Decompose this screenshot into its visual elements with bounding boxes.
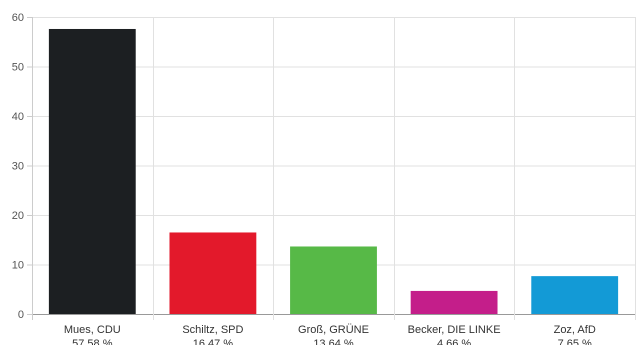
x-category-label: Zoz, AfD	[554, 324, 596, 336]
y-tick-label: 10	[12, 260, 24, 272]
bar	[290, 246, 377, 314]
y-tick-label: 50	[12, 62, 24, 74]
x-value-label: 57,58 %	[72, 338, 113, 345]
y-tick-label: 30	[12, 161, 24, 173]
x-category-label: Becker, DIE LINKE	[408, 324, 501, 336]
bar	[531, 276, 619, 314]
y-tick-label: 60	[12, 12, 24, 24]
x-category-label: Schiltz, SPD	[182, 324, 243, 336]
bar	[48, 28, 136, 314]
labels: 0 10 20 30 40 50 60 Mues, CDU 57,58 % Schiltz, SP…	[12, 12, 596, 345]
bars	[48, 28, 619, 314]
x-value-label: 7,65 %	[558, 338, 592, 345]
x-category-label: Mues, CDU	[64, 324, 121, 336]
y-tick-label: 40	[12, 111, 24, 123]
x-value-label: 16,47 %	[193, 338, 234, 345]
axes	[27, 17, 32, 315]
x-value-label: 13,64 %	[313, 338, 354, 345]
bar	[169, 232, 257, 314]
y-tick-label: 20	[12, 210, 24, 222]
x-category-label: Groß, GRÜNE	[298, 324, 369, 336]
bar	[410, 290, 498, 314]
y-tick-label: 0	[18, 309, 24, 321]
x-value-label: 4,66 %	[437, 338, 471, 345]
